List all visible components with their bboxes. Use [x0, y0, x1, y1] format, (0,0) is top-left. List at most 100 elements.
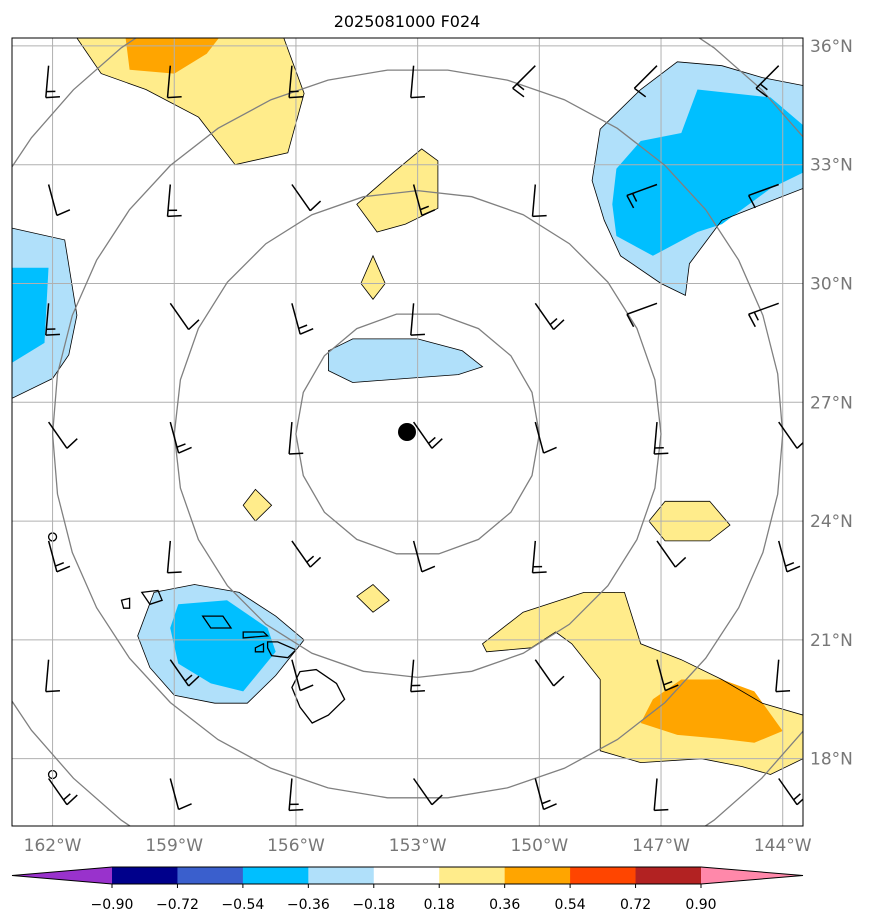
wind-barb — [653, 778, 669, 812]
wind-barb — [747, 183, 779, 209]
lat-tick-label: 27°N — [810, 393, 853, 413]
lon-tick-labels: 162°W 159°W 156°W 153°W 150°W 147°W 144°W — [24, 836, 812, 856]
contour-region — [12, 267, 49, 363]
wind-barb — [291, 659, 314, 692]
wind-barb — [291, 303, 314, 335]
wind-barb — [169, 778, 192, 811]
contour-line — [648, 500, 731, 542]
wind-barb — [412, 540, 436, 573]
wind-barb — [288, 422, 304, 455]
wind-barb — [412, 421, 443, 449]
colorbar-segment — [177, 867, 244, 884]
colorbar-tick-label: −0.36 — [287, 897, 330, 913]
colorbar-tick-label: 0.54 — [555, 897, 586, 913]
colorbar-segment — [242, 867, 309, 884]
wind-barb — [778, 778, 803, 806]
colorbar-extend-high — [701, 867, 803, 884]
wind-barb — [534, 659, 565, 687]
lon-tick-label: 150°W — [510, 836, 568, 856]
lon-tick-label: 156°W — [267, 836, 325, 856]
wind-barb — [410, 659, 425, 693]
map-frame — [11, 37, 804, 827]
island-outline — [291, 668, 346, 724]
wind-barb — [291, 184, 322, 212]
colorbar-segment — [308, 867, 375, 884]
colorbar-tick-label: −0.18 — [352, 897, 395, 913]
wind-barb — [47, 540, 71, 573]
wind-barb — [626, 302, 658, 328]
contour-line — [481, 592, 803, 775]
colorbar-segment — [112, 867, 178, 884]
range-ring — [173, 189, 662, 679]
wind-barb — [755, 65, 780, 98]
contour-region — [360, 255, 386, 300]
contour-line — [356, 148, 439, 233]
colorbar-tick-label: −0.90 — [91, 897, 134, 913]
wind-barb — [534, 302, 565, 331]
contour-line — [356, 583, 390, 613]
lat-tick-labels: 18°N 21°N 24°N 27°N 30°N 33°N 36°N — [810, 37, 853, 770]
colorbar-segment — [504, 867, 571, 884]
island-outline — [120, 597, 131, 609]
wind-barb — [166, 540, 182, 574]
wind-barb — [653, 422, 669, 455]
island-outline — [254, 642, 265, 653]
contour-line — [137, 584, 305, 704]
wind-barb — [288, 65, 304, 99]
colorbar: −0.90 −0.72 −0.54 −0.36 −0.18 0.18 0.36 0.54 0.7… — [11, 866, 804, 913]
lon-tick-label: 162°W — [24, 836, 82, 856]
wind-barb — [47, 778, 78, 806]
lat-tick-label: 30°N — [810, 275, 853, 295]
storm-center-marker — [398, 423, 416, 441]
lat-tick-label: 36°N — [810, 37, 853, 57]
contour-region — [170, 600, 276, 692]
contour-line — [591, 61, 803, 297]
island-outline — [140, 589, 163, 606]
lat-tick-label: 24°N — [810, 512, 853, 532]
wind-barb — [169, 659, 200, 687]
wind-barb — [47, 421, 78, 449]
colorbar-segment — [373, 867, 440, 884]
lon-tick-label: 153°W — [389, 836, 447, 856]
wind-barb — [412, 184, 436, 217]
range-ring — [295, 313, 540, 555]
contour-line — [242, 488, 273, 522]
wind-barb — [633, 65, 658, 98]
colorbar-tick-label: −0.72 — [156, 897, 199, 913]
wind-barb — [169, 302, 200, 331]
wind-barb — [410, 65, 425, 99]
contour-region — [640, 679, 783, 743]
wind-barb — [534, 778, 557, 811]
wind-barb — [169, 421, 192, 454]
wind-barb — [45, 303, 60, 336]
colorbar-tick-label: −0.54 — [221, 897, 264, 913]
wind-barb — [288, 778, 304, 812]
colorbar-tick-label: 0.90 — [685, 897, 716, 913]
colorbar-tick-label: 0.18 — [424, 897, 455, 913]
contour-region — [328, 338, 483, 383]
lat-tick-label: 33°N — [810, 156, 853, 176]
wind-barb — [45, 659, 60, 693]
range-ring — [51, 69, 784, 799]
wind-barb — [775, 659, 791, 693]
colorbar-segment — [635, 867, 702, 884]
contour-region — [125, 38, 219, 74]
colorbar-tick-label: 0.36 — [489, 897, 520, 913]
wind-barb — [778, 421, 803, 449]
island-outline — [201, 615, 233, 629]
wind-barb — [531, 184, 547, 218]
island-outline — [242, 631, 270, 639]
colorbar-segment — [439, 867, 506, 884]
wind-barb — [531, 540, 547, 574]
contour-line — [327, 338, 484, 383]
lat-tick-label: 18°N — [810, 750, 853, 770]
wind-barb — [747, 302, 779, 328]
lat-tick-label: 21°N — [810, 631, 853, 651]
wind-barb — [412, 778, 443, 806]
wind-barb — [45, 65, 60, 99]
wind-barb — [512, 65, 536, 98]
contour-region — [482, 592, 803, 775]
wind-barb — [291, 540, 322, 568]
